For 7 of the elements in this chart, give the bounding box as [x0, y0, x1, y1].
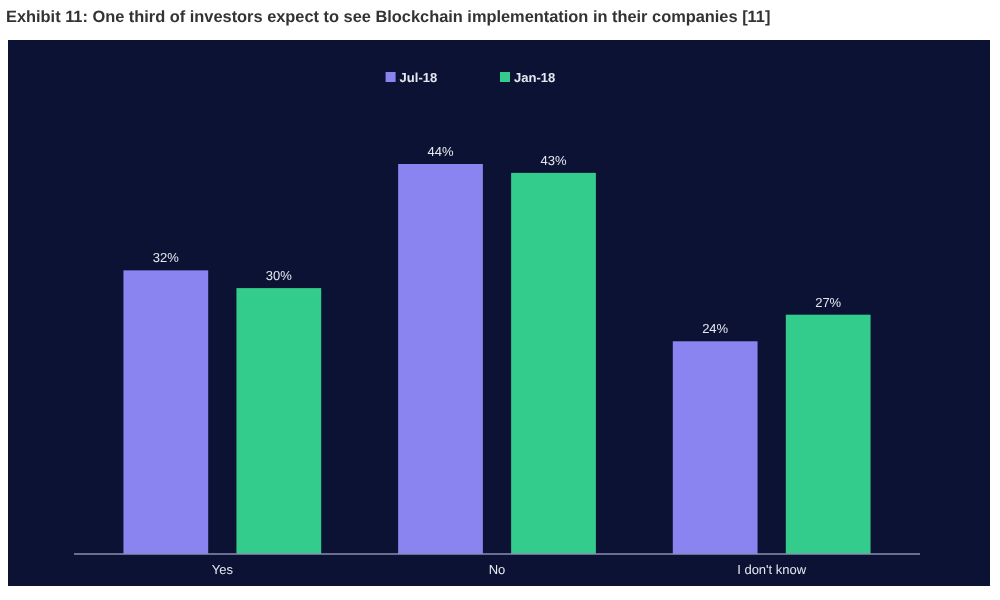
bar [511, 172, 596, 554]
bar [123, 270, 209, 554]
chart-title: Exhibit 11: One third of investors expect to see Blockchain implementation in their companies [11] [6, 8, 771, 26]
bar [785, 314, 871, 554]
bar [672, 341, 758, 554]
bar [236, 288, 322, 554]
bar [398, 164, 483, 554]
